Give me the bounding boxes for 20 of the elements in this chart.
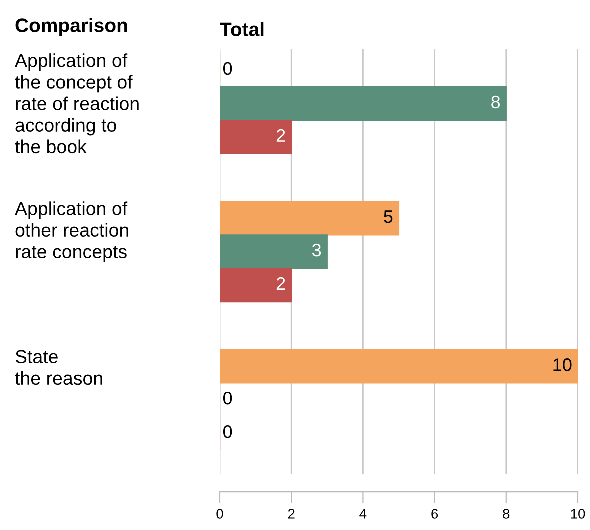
x-tick-label: 2	[288, 509, 295, 519]
x-tick-label: 0	[216, 509, 224, 519]
data-label: 2	[276, 277, 286, 290]
data-label: 0	[223, 425, 232, 438]
data-label: 0	[223, 62, 232, 76]
y-tick-label: State the reason	[15, 350, 102, 386]
data-label: 10	[554, 358, 572, 372]
data-label: 5	[384, 210, 393, 224]
x-axis-title: Total	[220, 22, 264, 36]
y-tick-label: Application of the concept of rate of reaction according to the book	[15, 54, 139, 154]
data-label: 0	[223, 392, 232, 405]
x-tick-label: 4	[360, 509, 367, 519]
x-tick-label: 8	[503, 509, 510, 519]
y-tick-label: Application of other reaction rate concepts	[15, 202, 128, 262]
x-tick-label: 6	[432, 509, 438, 519]
data-label: 8	[492, 96, 500, 109]
data-label: 3	[312, 244, 322, 257]
data-label: 2	[276, 129, 286, 142]
x-tick-label: 10	[571, 509, 586, 519]
y-axis-title: Comparison	[16, 18, 128, 36]
